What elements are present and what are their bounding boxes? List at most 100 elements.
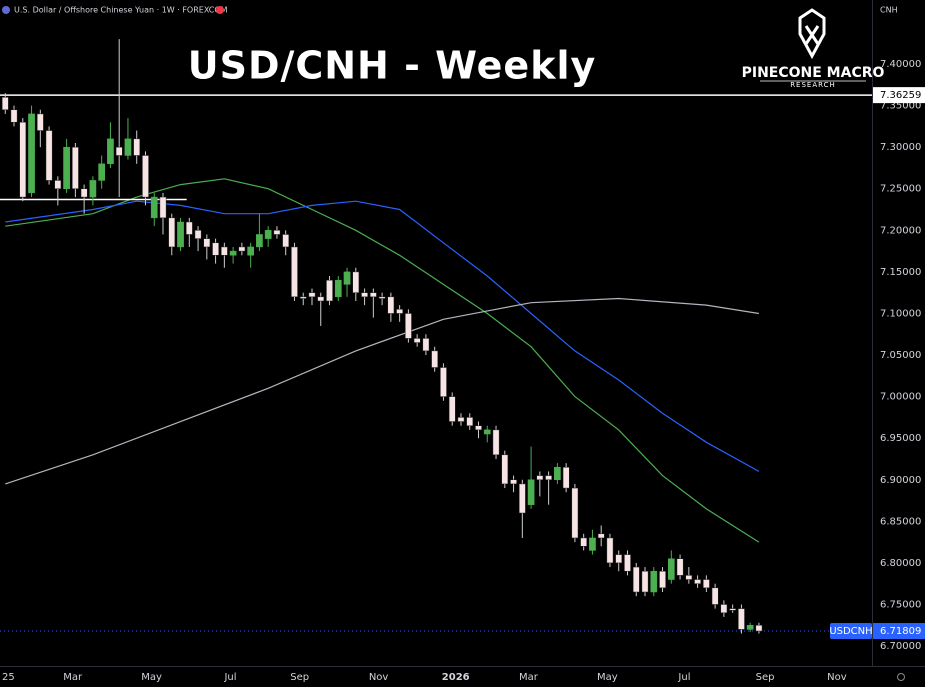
candle-body [142,155,149,198]
candle-body [632,566,640,593]
candle-body [641,570,649,593]
candle-body [247,246,254,256]
candle-body [457,417,465,422]
y-tick-label: 7.20000 [880,225,921,236]
candle-body [185,221,193,235]
candle-body [387,296,395,314]
candle-body [98,163,106,181]
x-tick-label: 2026 [442,672,470,683]
candle-body [597,533,605,539]
x-tick-label: Mar [63,672,83,683]
brand-sub: RESEARCH [790,81,836,89]
candle-body [150,196,158,219]
header: U.S. Dollar / Offshore Chinese Yuan · 1W… [14,6,228,15]
candle-body [571,487,579,539]
candle-body [431,350,439,368]
candle-body [308,292,316,298]
candle-body [291,246,298,298]
candle-body [19,121,27,198]
y-tick-label: 7.30000 [880,142,921,153]
last-tag-bg [873,623,925,640]
brand: PINECONE MACRO [742,65,885,81]
candle-body [755,625,763,632]
candle-body [159,196,167,219]
status-dot [216,6,224,14]
y-tick-label: 6.80000 [880,558,921,569]
candle-body [746,625,754,630]
candle-body [527,479,535,505]
candle-body [63,146,70,189]
y-tick-label: 6.75000 [880,599,921,610]
y-tick-label: 7.10000 [880,308,921,319]
moving-average [5,178,760,543]
candle-body [10,109,18,123]
candle-body [729,608,737,611]
y-tick-label: 6.70000 [880,641,921,652]
y-tick-label: 6.90000 [880,475,921,486]
candle-body [334,279,342,298]
y-tick-label: 7.40000 [880,59,921,70]
candle-body [115,146,123,156]
symbol-tag-bg [830,623,872,640]
y-tick-label: 6.85000 [880,516,921,527]
candle-body [203,238,211,248]
candle-body [685,575,693,580]
candle-body [317,296,325,302]
settings-glyph[interactable] [897,673,905,681]
candle-body [133,138,141,156]
candle-body [738,608,745,630]
candle-body [256,234,263,248]
x-tick-label: Nov [369,672,389,683]
candle-body [396,309,403,314]
x-tick-label: May [141,672,162,683]
candle-body [264,230,272,239]
y-tick-label: 6.95000 [880,433,921,444]
y-tick-label: 7.35000 [880,101,921,112]
candle-body [562,467,570,489]
candle-body [343,271,351,285]
candle-body [694,579,701,584]
candle-body [554,467,561,481]
candle-body [326,279,333,302]
candle-body [36,113,44,131]
x-tick-label: Sep [290,672,309,683]
candle-body [676,558,684,576]
x-tick-label: Nov [827,672,847,683]
symbol-icon [2,6,10,14]
candle-body [238,246,246,252]
x-tick-label: May [597,672,618,683]
candle-body [107,138,114,165]
y-tick-label: 7.25000 [880,184,921,195]
candle-body [89,180,97,198]
candle-body [422,338,430,352]
candle-body [518,483,526,514]
currency: CNH [880,6,898,15]
candle-body [492,429,500,456]
candle-body [168,217,176,248]
candle-body [536,475,544,481]
candle-body [711,587,719,605]
candle-body [615,554,623,564]
candle-body [273,230,281,235]
candle-body [720,604,728,614]
candle-body [545,475,552,481]
candle-body [282,234,290,248]
chart-title: USD/CNH - Weekly [188,44,597,88]
candle-body [448,396,456,422]
candle-body [659,570,666,589]
x-tick-label: Mar [519,672,539,683]
candle-body [475,425,482,431]
candle-body [580,537,588,547]
candle-body [466,417,474,426]
candle-body [703,579,710,589]
candle-body [378,296,386,299]
candle-body [624,554,631,572]
candle-body [650,570,658,593]
y-tick-label: 7.05000 [880,350,921,361]
settings-icon[interactable] [897,673,905,681]
candle-body [194,230,202,239]
x-tick-label: Sep [756,672,775,683]
x-tick-label: Jul [223,672,236,683]
